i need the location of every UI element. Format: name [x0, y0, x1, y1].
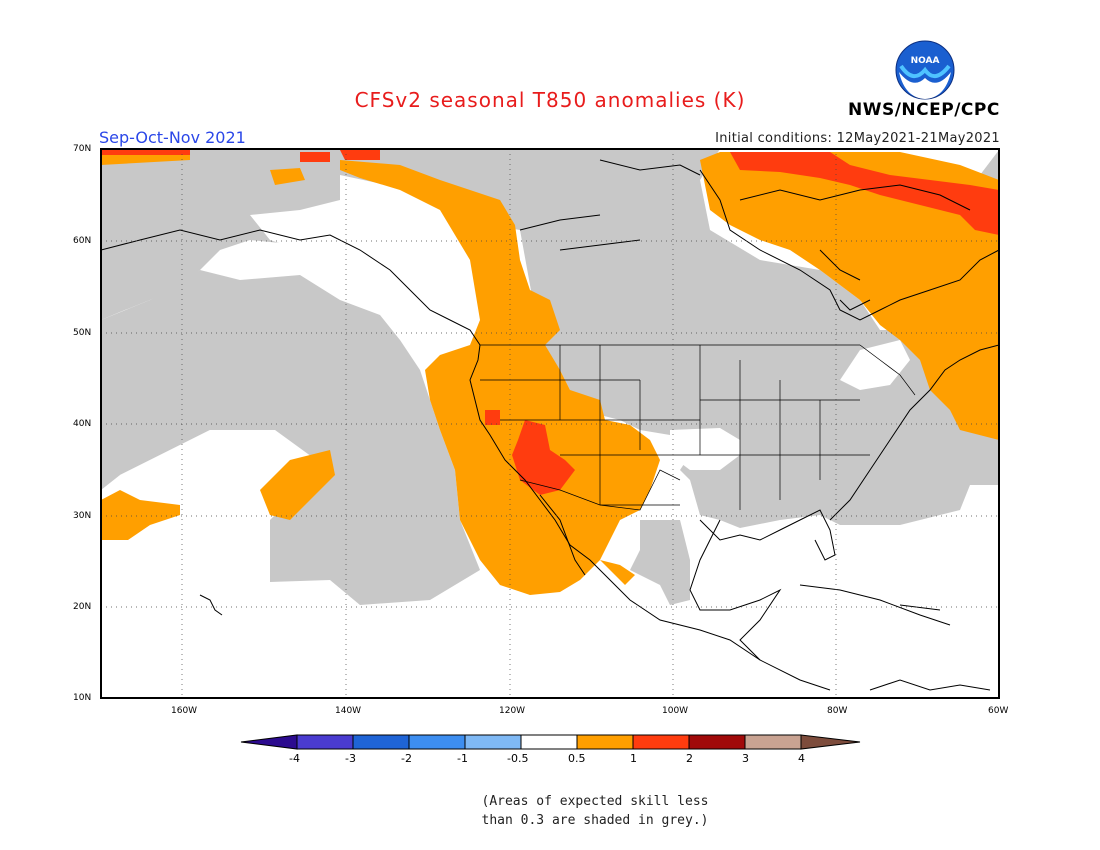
- colorbar-bin-minus4-minus3: [296, 734, 354, 750]
- colorbar-bin-1-2: [632, 734, 690, 750]
- lon-label-80w: 80W: [827, 706, 848, 716]
- map-title: CFSv2 seasonal T850 anomalies (K): [354, 88, 746, 112]
- lon-label-60w: 60W: [988, 706, 1009, 716]
- colorbar-bin-minus2-minus1: [408, 734, 466, 750]
- lon-label-140w: 140W: [335, 706, 362, 716]
- colorbar-label-1: 1: [630, 752, 637, 765]
- lon-label-120w: 120W: [499, 706, 526, 716]
- near-normal-white-areas: [120, 195, 910, 510]
- colorbar-label-05: 0.5: [568, 752, 586, 765]
- colorbar-label-minus4: -4: [289, 752, 300, 765]
- skill-footnote: (Areas of expected skill less than 0.3 a…: [481, 794, 709, 828]
- political-borders: [480, 344, 916, 511]
- low-skill-grey-shading: [101, 149, 999, 605]
- colorbar-label-3: 3: [742, 752, 749, 765]
- colorbar-bin-2-3: [688, 734, 746, 750]
- colorbar-bin-minus1-minus05: [464, 734, 522, 750]
- agency-label: NWS/NCEP/CPC: [848, 100, 1000, 120]
- lat-label-70n: 70N: [73, 144, 92, 154]
- colorbar-bin-3-4: [744, 734, 802, 750]
- logo-text: NOAA: [911, 56, 940, 66]
- lat-label-40n: 40N: [73, 419, 92, 429]
- colorbar-label-minus1: -1: [457, 752, 468, 765]
- colorbar-bin-minus05-05: [520, 734, 578, 750]
- coastlines-and-borders: [101, 159, 999, 691]
- colorbar-bin-minus3-minus2: [352, 734, 410, 750]
- colorbar-label-minus2: -2: [401, 752, 412, 765]
- map-fill: [101, 149, 999, 698]
- map-frame: [100, 148, 1000, 699]
- colorbar-bin-above-4: [800, 734, 861, 750]
- colorbar-label-2: 2: [686, 752, 693, 765]
- lat-label-50n: 50N: [73, 328, 92, 338]
- lon-label-100w: 100W: [662, 706, 689, 716]
- colorbar-bin-05-1: [576, 734, 634, 750]
- anomaly-1-to-2-red: [101, 150, 999, 495]
- lon-label-160w: 160W: [171, 706, 198, 716]
- lat-label-20n: 20N: [73, 602, 92, 612]
- lat-label-30n: 30N: [73, 511, 92, 521]
- lat-label-10n: 10N: [73, 693, 92, 703]
- colorbar-bin-below-minus4: [240, 734, 298, 750]
- colorbar-label-4: 4: [798, 752, 805, 765]
- season-label: Sep-Oct-Nov 2021: [99, 128, 246, 147]
- colorbar-label-minus05: -0.5: [507, 752, 529, 765]
- initial-conditions: Initial conditions: 12May2021-21May2021: [715, 131, 1000, 146]
- colorbar-label-minus3: -3: [345, 752, 356, 765]
- noaa-logo: NOAA: [895, 40, 955, 100]
- lat-label-60n: 60N: [73, 236, 92, 246]
